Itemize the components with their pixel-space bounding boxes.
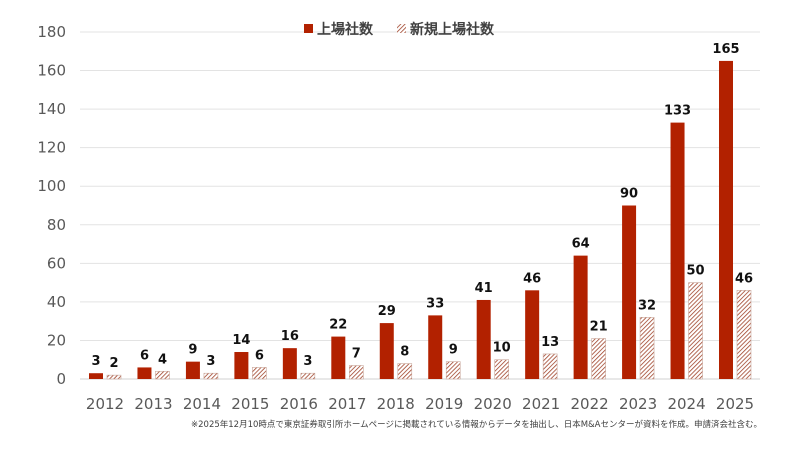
y-tick-label: 160 <box>37 62 66 80</box>
y-tick-label: 120 <box>37 139 66 157</box>
data-label: 46 <box>735 271 753 286</box>
data-label: 33 <box>426 296 444 311</box>
bars: 3 26 4931461632272983394110461364219032133… <box>89 42 753 380</box>
x-tick-label: 2013 <box>134 395 172 413</box>
bar-new-listed <box>252 367 267 380</box>
data-label: 29 <box>378 304 396 319</box>
x-tick-label: 2022 <box>571 395 609 413</box>
data-label: 2 <box>109 356 118 371</box>
y-tick-label: 0 <box>56 370 66 388</box>
x-tick-label: 2016 <box>280 395 318 413</box>
bar-new-listed <box>106 374 122 380</box>
data-label: 41 <box>475 281 493 296</box>
y-axis-ticks: 0 20 40 60 80 100 120 140 160 180 <box>37 23 66 388</box>
data-label: 16 <box>281 329 299 344</box>
bar-new-listed <box>300 372 316 380</box>
y-tick-label: 60 <box>47 254 66 272</box>
y-tick-label: 40 <box>47 293 66 311</box>
data-label: 4 <box>158 352 167 367</box>
y-tick-label: 180 <box>37 23 66 41</box>
bar-listed <box>185 361 200 379</box>
data-label: 9 <box>449 343 458 358</box>
data-label: 6 <box>255 348 264 363</box>
bar-new-listed <box>639 317 655 380</box>
data-label: 22 <box>329 318 347 333</box>
bar-listed <box>622 205 637 379</box>
data-label: 8 <box>400 345 409 360</box>
y-tick-label: 100 <box>37 177 66 195</box>
data-label: 46 <box>523 271 541 286</box>
bar-listed <box>428 315 443 379</box>
x-axis-ticks: 2012 2013 2014 2015 2016 2017 2018 2019 2020 2021… <box>86 395 754 413</box>
x-tick-label: 2014 <box>183 395 221 413</box>
data-label: 6 <box>140 348 149 363</box>
y-tick-label: 80 <box>47 216 66 234</box>
data-label: 3 <box>206 354 215 369</box>
data-label: 3 <box>303 354 312 369</box>
data-label: 50 <box>686 264 704 279</box>
data-label: 14 <box>232 333 250 348</box>
x-tick-label: 2021 <box>522 395 560 413</box>
data-label: 21 <box>590 320 608 335</box>
x-tick-label: 2017 <box>328 395 366 413</box>
data-label: 90 <box>620 187 638 202</box>
data-label: 165 <box>712 42 739 57</box>
bar-new-listed <box>494 359 509 380</box>
bar-listed <box>282 348 297 379</box>
legend-label-hatched: 新規上場社数 <box>410 21 495 38</box>
bar-new-listed <box>445 361 461 380</box>
legend: 上場社数 新規上場社数 <box>304 21 495 38</box>
x-tick-label: 2023 <box>619 395 657 413</box>
x-tick-label: 2024 <box>667 395 705 413</box>
bar-listed <box>476 299 491 379</box>
bar-listed <box>89 373 103 379</box>
bar-listed <box>573 255 588 379</box>
bar-new-listed <box>349 365 364 380</box>
data-label: 133 <box>664 104 691 119</box>
y-tick-label: 20 <box>47 331 66 349</box>
bar-new-listed <box>203 372 219 380</box>
bar-listed <box>379 323 394 379</box>
x-tick-label: 2020 <box>474 395 512 413</box>
data-label: 64 <box>572 237 590 252</box>
legend-swatch-hatched <box>397 24 406 33</box>
bar-listed <box>137 367 152 379</box>
x-tick-label: 2018 <box>377 395 415 413</box>
x-tick-label: 2015 <box>231 395 269 413</box>
gridlines <box>80 31 760 380</box>
data-label: 9 <box>188 343 197 358</box>
data-label: 13 <box>541 335 559 350</box>
x-tick-label: 2019 <box>425 395 463 413</box>
data-label: 32 <box>638 298 656 313</box>
legend-label-solid: 上場社数 <box>317 21 374 38</box>
legend-swatch-solid <box>304 24 313 33</box>
y-tick-label: 140 <box>37 100 66 118</box>
footnote: ※2025年12月10時点で東京証券取引所ホームページに掲載されている情報からデ… <box>191 419 762 430</box>
bar-new-listed <box>591 338 606 380</box>
bar-listed <box>234 352 249 379</box>
data-label: 10 <box>493 341 511 356</box>
bar-new-listed <box>542 353 558 380</box>
x-tick-label: 2012 <box>86 395 124 413</box>
bar-listed <box>670 122 685 379</box>
bar-listed <box>525 290 540 379</box>
data-label: 3 <box>91 354 100 369</box>
bar-listed <box>331 336 346 379</box>
x-tick-label: 2025 <box>716 395 754 413</box>
bar-new-listed <box>397 363 413 380</box>
bar-new-listed <box>736 290 752 380</box>
bar-listed <box>719 60 733 380</box>
bar-new-listed <box>155 370 170 380</box>
data-label: 7 <box>352 347 361 362</box>
bar-new-listed <box>688 282 703 380</box>
